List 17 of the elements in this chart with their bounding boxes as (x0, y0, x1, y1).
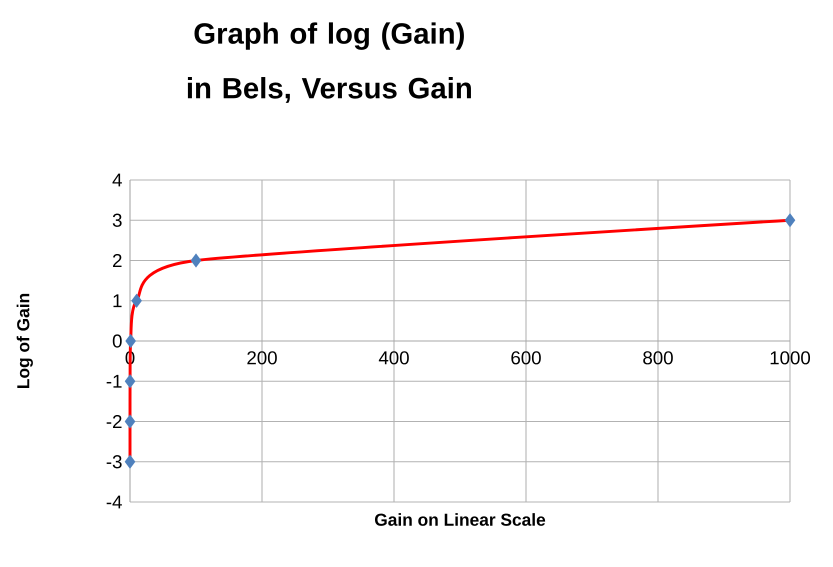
y-tick-label: -4 (106, 496, 122, 508)
x-tick-label: 1000 (770, 351, 810, 364)
y-tick-label: -3 (106, 455, 122, 468)
x-tick-label: 400 (378, 351, 409, 364)
y-tick-label: 2 (113, 254, 122, 268)
y-tick-label: -1 (106, 374, 122, 388)
y-tick-label: 0 (112, 334, 122, 348)
chart-title: Graph of log (Gain) in Bels, Versus Gain (188, 22, 471, 103)
x-tick-label: 600 (511, 351, 541, 364)
y-tick-label: -2 (106, 414, 122, 428)
y-axis-title: Log of Gain (16, 294, 33, 388)
y-tick-label: 4 (112, 174, 122, 186)
x-tick-label: 200 (247, 351, 277, 364)
y-tick-label: 3 (112, 214, 122, 227)
x-axis-title: Gain on Linear Scale (374, 513, 546, 526)
x-tick-label: 800 (643, 351, 673, 364)
y-tick-label: 1 (113, 294, 122, 308)
